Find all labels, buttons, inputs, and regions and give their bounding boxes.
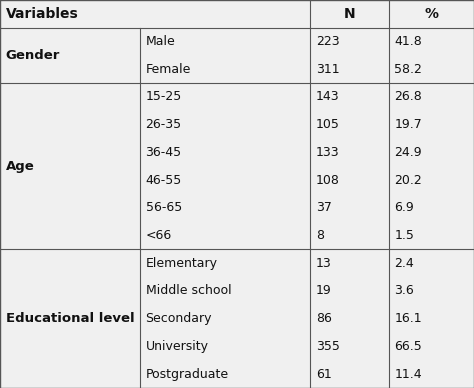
Text: Variables: Variables (6, 7, 78, 21)
Text: 24.9: 24.9 (394, 146, 422, 159)
Text: Gender: Gender (6, 49, 60, 62)
Text: 311: 311 (316, 63, 340, 76)
Text: 26-35: 26-35 (146, 118, 182, 131)
Text: 355: 355 (316, 340, 340, 353)
Text: 6.9: 6.9 (394, 201, 414, 214)
Text: 66.5: 66.5 (394, 340, 422, 353)
Text: 41.8: 41.8 (394, 35, 422, 48)
Text: 105: 105 (316, 118, 340, 131)
Text: 56-65: 56-65 (146, 201, 182, 214)
Text: 46-55: 46-55 (146, 174, 182, 187)
Text: N: N (344, 7, 356, 21)
Text: 13: 13 (316, 257, 332, 270)
Text: 19.7: 19.7 (394, 118, 422, 131)
Text: 8: 8 (316, 229, 324, 242)
Text: 223: 223 (316, 35, 340, 48)
Text: 133: 133 (316, 146, 340, 159)
Text: 37: 37 (316, 201, 332, 214)
Text: 16.1: 16.1 (394, 312, 422, 325)
Text: Postgraduate: Postgraduate (146, 368, 228, 381)
Text: Age: Age (6, 160, 35, 173)
Text: 15-25: 15-25 (146, 90, 182, 104)
Text: Elementary: Elementary (146, 257, 218, 270)
Text: 26.8: 26.8 (394, 90, 422, 104)
Text: 2.4: 2.4 (394, 257, 414, 270)
Text: University: University (146, 340, 209, 353)
Text: 36-45: 36-45 (146, 146, 182, 159)
Text: 1.5: 1.5 (394, 229, 414, 242)
Text: 3.6: 3.6 (394, 284, 414, 298)
Text: Educational level: Educational level (6, 312, 134, 325)
Text: <66: <66 (146, 229, 172, 242)
Text: Middle school: Middle school (146, 284, 231, 298)
Text: Male: Male (146, 35, 175, 48)
Text: 58.2: 58.2 (394, 63, 422, 76)
Text: Secondary: Secondary (146, 312, 212, 325)
Text: Female: Female (146, 63, 191, 76)
Text: 86: 86 (316, 312, 332, 325)
Text: 61: 61 (316, 368, 332, 381)
Text: %: % (424, 7, 438, 21)
Text: 19: 19 (316, 284, 332, 298)
Text: 11.4: 11.4 (394, 368, 422, 381)
Text: 20.2: 20.2 (394, 174, 422, 187)
Text: 108: 108 (316, 174, 340, 187)
Text: 143: 143 (316, 90, 340, 104)
